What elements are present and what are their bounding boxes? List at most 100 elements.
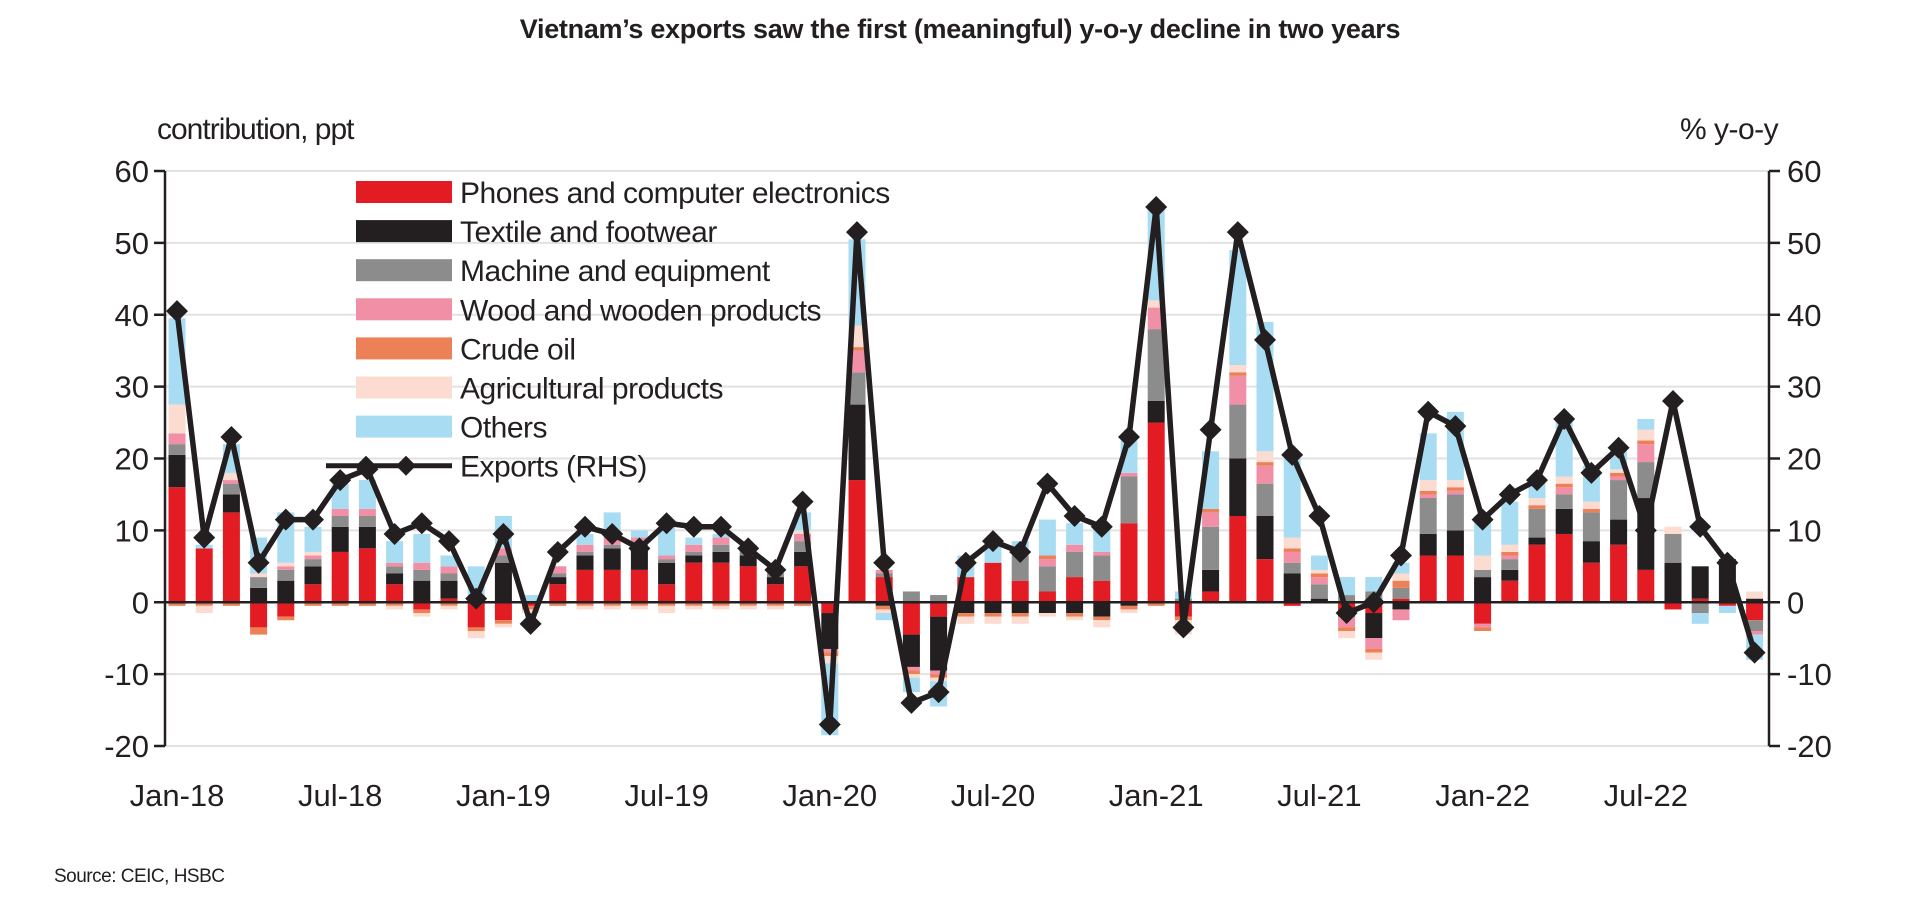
bar-segment — [603, 544, 621, 549]
exports-marker — [1254, 328, 1276, 351]
bar-segment — [1664, 526, 1682, 534]
bar-segment — [658, 602, 676, 606]
bar-segment — [549, 584, 567, 603]
bar-segment — [712, 544, 730, 552]
bar-stack-Jul-19 — [658, 526, 676, 614]
exports-marker — [1118, 425, 1140, 448]
bar-segment — [794, 533, 812, 542]
exports-marker — [1417, 400, 1440, 423]
bar-segment — [1474, 627, 1492, 631]
bar-segment — [1310, 555, 1328, 570]
bar-segment — [875, 605, 893, 610]
bar-segment — [1392, 587, 1410, 599]
bar-segment — [1637, 569, 1655, 603]
bar-segment — [1392, 573, 1410, 581]
right-tick-label: 60 — [1787, 154, 1821, 189]
bar-segment — [1501, 555, 1519, 560]
bar-segment — [875, 613, 893, 621]
exports-marker — [1444, 415, 1467, 438]
bar-segment — [1256, 451, 1274, 463]
bar-segment — [1474, 577, 1492, 603]
bar-segment — [902, 602, 920, 635]
exports-marker — [1145, 195, 1168, 218]
bar-segment — [821, 602, 839, 614]
bar-segment — [603, 569, 621, 603]
bar-segment — [1528, 505, 1546, 509]
bar-segment — [440, 580, 458, 599]
bar-segment — [930, 602, 948, 617]
bar-segment — [685, 562, 703, 603]
axes: 60 60 50 50 40 40 30 30 20 20 10 10 0 0 -10 -10 -20 -20 Ja… — [104, 154, 1832, 813]
bar-segment — [1637, 440, 1655, 445]
bar-segment — [1746, 602, 1764, 621]
bar-segment — [549, 602, 567, 606]
bar-stack-Jun-21 — [1283, 458, 1301, 606]
exports-marker — [1607, 436, 1630, 459]
bar-segment — [875, 609, 893, 614]
bar-segment — [304, 566, 322, 585]
x-tick-label: Jan-22 — [1435, 778, 1530, 813]
exports-marker — [302, 508, 324, 531]
bar-segment — [1637, 444, 1655, 463]
bar-segment — [168, 602, 186, 606]
legend-label: Phones and computer electronics — [460, 177, 890, 210]
bar-stack-Feb-19 — [522, 595, 540, 614]
bar-segment — [1147, 329, 1165, 401]
bar-segment — [739, 566, 757, 603]
bar-segment — [1446, 530, 1464, 556]
bar-segment — [712, 562, 730, 603]
bar-segment — [386, 566, 404, 574]
bar-segment — [522, 602, 540, 606]
bar-segment — [1582, 541, 1600, 563]
bar-segment — [1338, 627, 1356, 631]
bar-stack-Apr-19 — [576, 533, 594, 610]
bar-segment — [304, 559, 322, 567]
legend-label: Exports (RHS) — [460, 451, 647, 484]
left-axis-label: contribution, ppt — [157, 113, 354, 146]
bar-segment — [1310, 573, 1328, 578]
bar-segment — [957, 613, 975, 617]
bar-segment — [1528, 537, 1546, 545]
bar-segment — [930, 674, 948, 678]
bar-segment — [1392, 562, 1410, 574]
bar-segment — [630, 605, 648, 610]
left-tick-label: 60 — [115, 154, 149, 189]
bar-segment — [1283, 573, 1301, 603]
bar-segment — [168, 444, 186, 455]
left-tick-label: 10 — [115, 513, 149, 548]
bar-stack-Apr-22 — [1555, 415, 1573, 603]
bar-segment — [1501, 559, 1519, 570]
bar-segment — [576, 569, 594, 603]
bar-segment — [1093, 580, 1111, 603]
bar-segment — [848, 347, 866, 351]
legend-label: Crude oil — [460, 333, 576, 366]
legend-label: Machine and equipment — [460, 255, 771, 288]
bar-segment — [1310, 569, 1328, 574]
bar-segment — [277, 562, 295, 567]
bar-segment — [794, 541, 812, 552]
bar-segment — [902, 670, 920, 675]
bar-segment — [413, 580, 431, 603]
bar-segment — [1446, 480, 1464, 488]
bar-segment — [168, 404, 186, 434]
bar-segment — [658, 555, 676, 560]
bar-segment — [358, 602, 376, 606]
bar-segment — [1147, 401, 1165, 423]
bar-segment — [331, 508, 349, 516]
bar-segment — [549, 573, 567, 578]
bar-segment — [1066, 577, 1084, 603]
bar-segment — [304, 602, 322, 606]
bar-segment — [1746, 620, 1764, 631]
legend: Phones and computer electronics Textile a… — [326, 177, 890, 484]
chart-title: Vietnam’s exports saw the first (meaning… — [519, 14, 1401, 44]
x-tick-label: Jan-18 — [130, 778, 225, 813]
bar-segment — [603, 548, 621, 570]
bar-stack-May-21 — [1256, 321, 1274, 603]
bar-segment — [848, 404, 866, 481]
bar-segment — [794, 530, 812, 534]
bar-segment — [222, 483, 240, 495]
bar-segment — [1446, 490, 1464, 495]
bar-stack-Jul-21 — [1310, 555, 1328, 603]
bar-segment — [766, 602, 784, 606]
bar-segment — [1066, 613, 1084, 617]
